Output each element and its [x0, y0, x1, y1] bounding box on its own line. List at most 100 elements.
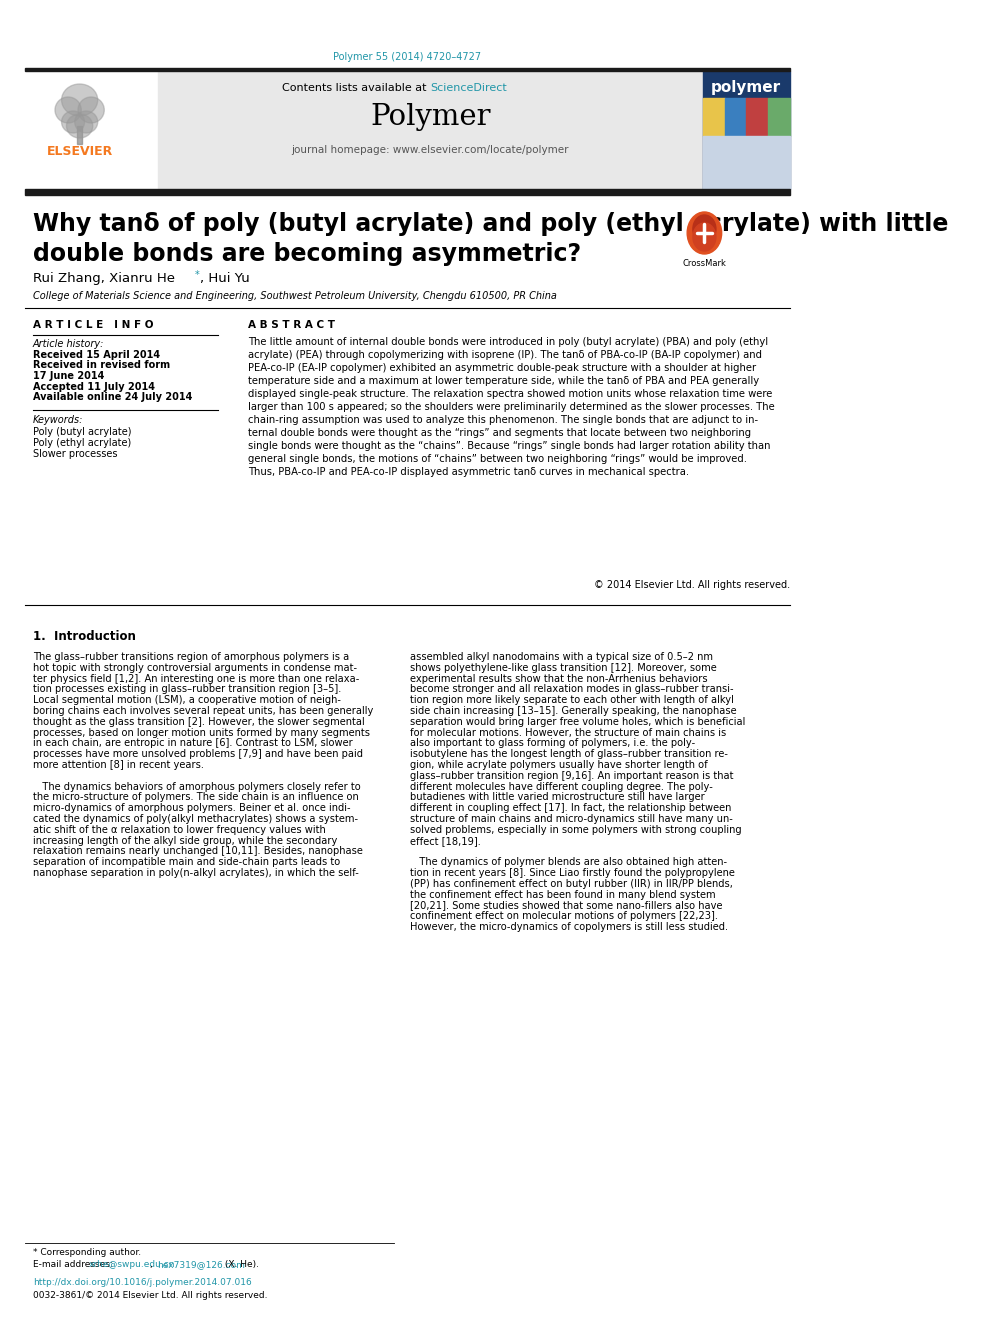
- Text: [20,21]. Some studies showed that some nano-fillers also have: [20,21]. Some studies showed that some n…: [411, 901, 723, 910]
- Text: 0032-3861/© 2014 Elsevier Ltd. All rights reserved.: 0032-3861/© 2014 Elsevier Ltd. All right…: [33, 1291, 267, 1301]
- Text: separation of incompatible main and side-chain parts leads to: separation of incompatible main and side…: [33, 857, 340, 867]
- Circle shape: [693, 224, 716, 251]
- Text: ELSEVIER: ELSEVIER: [47, 146, 113, 157]
- Text: E-mail addresses:: E-mail addresses:: [33, 1259, 115, 1269]
- Text: ter physics field [1,2]. An interesting one is more than one relaxa-: ter physics field [1,2]. An interesting …: [33, 673, 359, 684]
- Text: more attention [8] in recent years.: more attention [8] in recent years.: [33, 759, 203, 770]
- Text: (PP) has confinement effect on butyl rubber (IIR) in IIR/PP blends,: (PP) has confinement effect on butyl rub…: [411, 878, 733, 889]
- Text: micro-dynamics of amorphous polymers. Beiner et al. once indi-: micro-dynamics of amorphous polymers. Be…: [33, 803, 350, 814]
- Text: Accepted 11 July 2014: Accepted 11 July 2014: [33, 381, 155, 392]
- Text: atic shift of the α relaxation to lower frequency values with: atic shift of the α relaxation to lower …: [33, 824, 325, 835]
- Text: relaxation remains nearly unchanged [10,11]. Besides, nanophase: relaxation remains nearly unchanged [10,…: [33, 847, 363, 856]
- Text: butadienes with little varied microstructure still have larger: butadienes with little varied microstruc…: [411, 792, 705, 803]
- Circle shape: [693, 216, 716, 243]
- Text: assembled alkyl nanodomains with a typical size of 0.5–2 nm: assembled alkyl nanodomains with a typic…: [411, 652, 713, 662]
- Text: processes have more unsolved problems [7,9] and have been paid: processes have more unsolved problems [7…: [33, 749, 363, 759]
- Text: isobutylene has the longest length of glass–rubber transition re-: isobutylene has the longest length of gl…: [411, 749, 728, 759]
- Ellipse shape: [78, 97, 104, 123]
- Text: tion in recent years [8]. Since Liao firstly found the polypropylene: tion in recent years [8]. Since Liao fir…: [411, 868, 735, 878]
- Text: increasing length of the alkyl side group, while the secondary: increasing length of the alkyl side grou…: [33, 836, 337, 845]
- Text: A B S T R A C T: A B S T R A C T: [248, 320, 335, 329]
- Ellipse shape: [55, 97, 81, 123]
- Text: different molecules have different coupling degree. The poly-: different molecules have different coupl…: [411, 782, 713, 791]
- Text: hot topic with strongly controversial arguments in condense mat-: hot topic with strongly controversial ar…: [33, 663, 357, 673]
- Bar: [724, 98, 746, 136]
- Text: ,: ,: [150, 1259, 156, 1269]
- Text: xrhe@swpu.edu.cn: xrhe@swpu.edu.cn: [88, 1259, 176, 1269]
- Text: However, the micro-dynamics of copolymers is still less studied.: However, the micro-dynamics of copolymer…: [411, 922, 728, 931]
- Text: 17 June 2014: 17 June 2014: [33, 370, 104, 381]
- Text: structure of main chains and micro-dynamics still have many un-: structure of main chains and micro-dynam…: [411, 814, 733, 824]
- Text: glass–rubber transition region [9,16]. An important reason is that: glass–rubber transition region [9,16]. A…: [411, 771, 734, 781]
- Text: ScienceDirect: ScienceDirect: [431, 83, 507, 93]
- Text: © 2014 Elsevier Ltd. All rights reserved.: © 2014 Elsevier Ltd. All rights reserved…: [593, 579, 790, 590]
- Bar: [702, 71, 790, 189]
- Text: thought as the glass transition [2]. However, the slower segmental: thought as the glass transition [2]. How…: [33, 717, 365, 726]
- Text: Article history:: Article history:: [33, 339, 104, 349]
- Text: for molecular motions. However, the structure of main chains is: for molecular motions. However, the stru…: [411, 728, 727, 738]
- Text: hex7319@126.com: hex7319@126.com: [157, 1259, 245, 1269]
- Text: gion, while acrylate polymers usually have shorter length of: gion, while acrylate polymers usually ha…: [411, 759, 708, 770]
- Bar: [25, 67, 790, 71]
- Text: Available online 24 July 2014: Available online 24 July 2014: [33, 392, 192, 402]
- Bar: [768, 98, 790, 136]
- Text: become stronger and all relaxation modes in glass–rubber transi-: become stronger and all relaxation modes…: [411, 684, 734, 695]
- Text: CrossMark: CrossMark: [682, 259, 726, 269]
- Text: Slower processes: Slower processes: [33, 448, 117, 459]
- Ellipse shape: [62, 111, 84, 134]
- Text: Poly (butyl acrylate): Poly (butyl acrylate): [33, 427, 131, 437]
- Text: The dynamics of polymer blends are also obtained high atten-: The dynamics of polymer blends are also …: [411, 857, 727, 867]
- Text: Polymer: Polymer: [370, 103, 490, 131]
- Text: Contents lists available at: Contents lists available at: [282, 83, 431, 93]
- Text: experimental results show that the non-Arrhenius behaviors: experimental results show that the non-A…: [411, 673, 708, 684]
- Text: Rui Zhang, Xianru He: Rui Zhang, Xianru He: [33, 273, 175, 284]
- Text: the micro-structure of polymers. The side chain is an influence on: the micro-structure of polymers. The sid…: [33, 792, 358, 803]
- Bar: [25, 189, 790, 194]
- Text: solved problems, especially in some polymers with strong coupling: solved problems, especially in some poly…: [411, 824, 742, 835]
- Text: 1.  Introduction: 1. Introduction: [33, 630, 136, 643]
- Text: http://dx.doi.org/10.1016/j.polymer.2014.07.016: http://dx.doi.org/10.1016/j.polymer.2014…: [33, 1278, 252, 1287]
- Text: , Hui Yu: , Hui Yu: [199, 273, 249, 284]
- Bar: [746, 98, 768, 136]
- Text: The little amount of internal double bonds were introduced in poly (butyl acryla: The little amount of internal double bon…: [248, 337, 775, 478]
- Text: *: *: [194, 270, 199, 280]
- Text: tion region more likely separate to each other with length of alkyl: tion region more likely separate to each…: [411, 695, 734, 705]
- Text: (X. He).: (X. He).: [222, 1259, 260, 1269]
- Text: cated the dynamics of poly(alkyl methacrylates) shows a system-: cated the dynamics of poly(alkyl methacr…: [33, 814, 358, 824]
- Bar: [77, 126, 82, 144]
- Bar: [25, 71, 159, 189]
- Text: side chain increasing [13–15]. Generally speaking, the nanophase: side chain increasing [13–15]. Generally…: [411, 706, 737, 716]
- Ellipse shape: [66, 114, 93, 138]
- Text: Received 15 April 2014: Received 15 April 2014: [33, 351, 160, 360]
- Text: Polymer 55 (2014) 4720–4727: Polymer 55 (2014) 4720–4727: [333, 52, 481, 62]
- Text: boring chains each involves several repeat units, has been generally: boring chains each involves several repe…: [33, 706, 373, 716]
- Bar: [702, 98, 724, 136]
- Text: A R T I C L E   I N F O: A R T I C L E I N F O: [33, 320, 154, 329]
- Text: * Corresponding author.: * Corresponding author.: [33, 1248, 141, 1257]
- Text: Local segmental motion (LSM), a cooperative motion of neigh-: Local segmental motion (LSM), a cooperat…: [33, 695, 341, 705]
- Text: different in coupling effect [17]. In fact, the relationship between: different in coupling effect [17]. In fa…: [411, 803, 732, 814]
- Text: The glass–rubber transitions region of amorphous polymers is a: The glass–rubber transitions region of a…: [33, 652, 349, 662]
- Ellipse shape: [62, 83, 97, 116]
- Text: in each chain, are entropic in nature [6]. Contrast to LSM, slower: in each chain, are entropic in nature [6…: [33, 738, 352, 749]
- Text: tion processes existing in glass–rubber transition region [3–5].: tion processes existing in glass–rubber …: [33, 684, 341, 695]
- Circle shape: [687, 212, 721, 254]
- Ellipse shape: [74, 111, 97, 134]
- Text: processes, based on longer motion units formed by many segments: processes, based on longer motion units …: [33, 728, 370, 738]
- Text: Received in revised form: Received in revised form: [33, 360, 170, 370]
- Bar: [702, 136, 790, 189]
- Text: shows polyethylene-like glass transition [12]. Moreover, some: shows polyethylene-like glass transition…: [411, 663, 717, 673]
- Text: Keywords:: Keywords:: [33, 415, 83, 425]
- Bar: [159, 71, 702, 189]
- Text: Why tanδ of poly (butyl acrylate) and poly (ethyl acrylate) with little
double b: Why tanδ of poly (butyl acrylate) and po…: [33, 212, 948, 266]
- Text: separation would bring larger free volume holes, which is beneficial: separation would bring larger free volum…: [411, 717, 746, 726]
- Text: polymer: polymer: [711, 79, 782, 95]
- Text: effect [18,19].: effect [18,19].: [411, 836, 481, 845]
- Text: confinement effect on molecular motions of polymers [22,23].: confinement effect on molecular motions …: [411, 912, 718, 921]
- Text: nanophase separation in poly(n-alkyl acrylates), in which the self-: nanophase separation in poly(n-alkyl acr…: [33, 868, 359, 878]
- Text: also important to glass forming of polymers, i.e. the poly-: also important to glass forming of polym…: [411, 738, 695, 749]
- Text: Poly (ethyl acrylate): Poly (ethyl acrylate): [33, 438, 131, 448]
- Text: journal homepage: www.elsevier.com/locate/polymer: journal homepage: www.elsevier.com/locat…: [292, 146, 569, 155]
- Text: the confinement effect has been found in many blend system: the confinement effect has been found in…: [411, 889, 716, 900]
- Text: College of Materials Science and Engineering, Southwest Petroleum University, Ch: College of Materials Science and Enginee…: [33, 291, 557, 302]
